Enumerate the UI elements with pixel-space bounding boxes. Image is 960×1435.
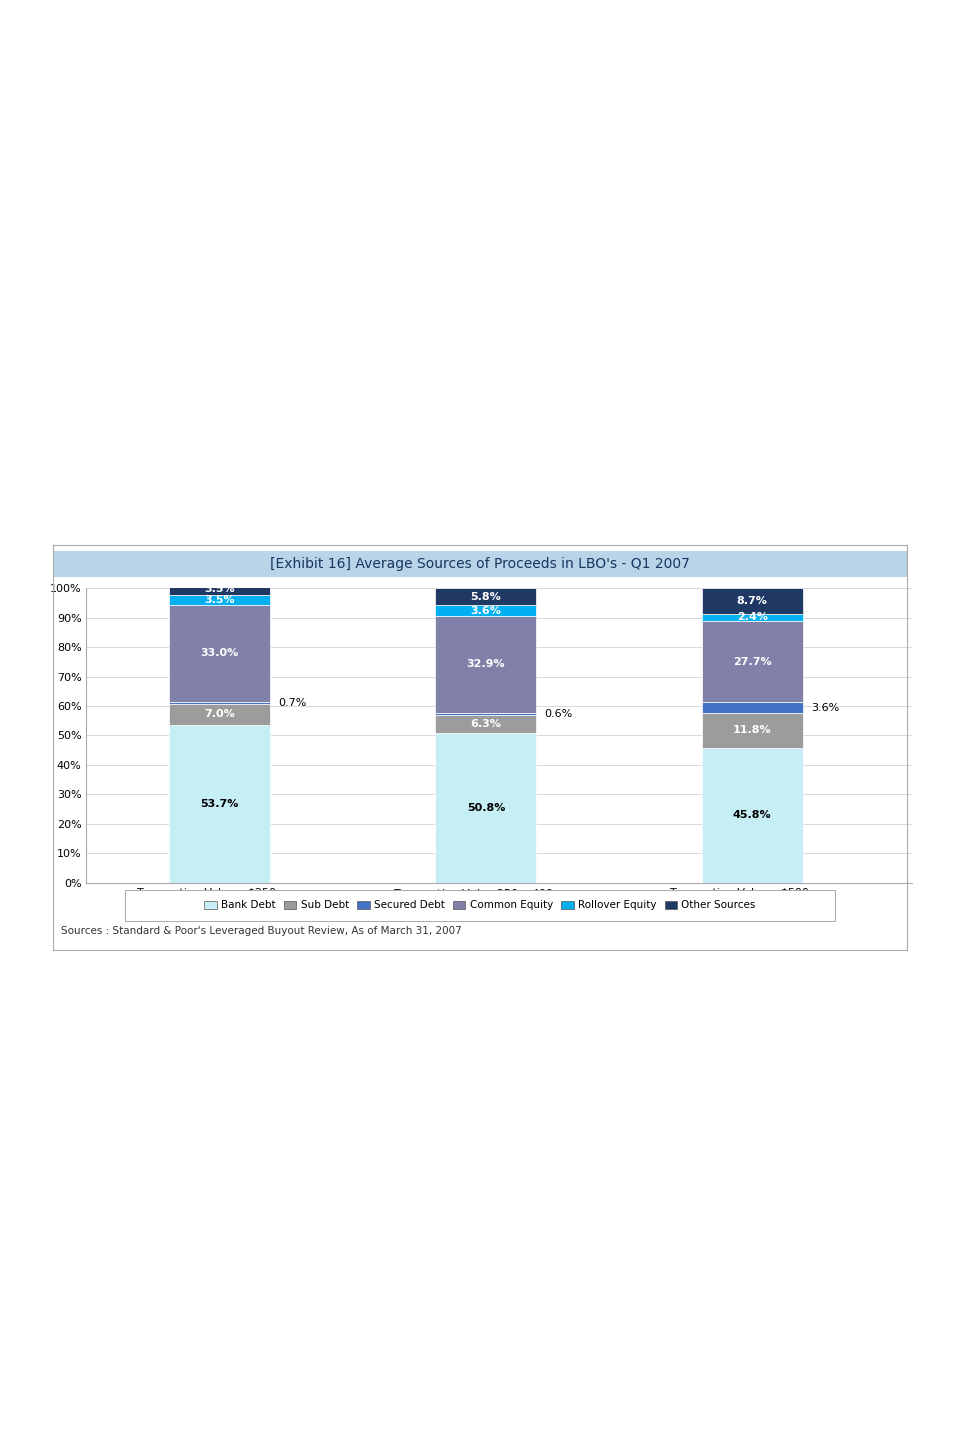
Text: 3.6%: 3.6% (811, 703, 839, 713)
Text: 33.0%: 33.0% (201, 649, 239, 659)
Bar (702, 621, 803, 703)
Text: 11.8%: 11.8% (732, 726, 772, 735)
Bar (169, 584, 270, 594)
Bar (702, 588, 803, 614)
Bar (702, 713, 803, 748)
Bar (435, 588, 537, 606)
Bar (702, 703, 803, 713)
Bar (435, 733, 537, 883)
Text: 27.7%: 27.7% (732, 657, 772, 667)
Text: 7.0%: 7.0% (204, 709, 235, 719)
Bar (169, 705, 270, 725)
Bar (169, 702, 270, 705)
Text: 32.9%: 32.9% (467, 660, 505, 669)
Text: 0.7%: 0.7% (278, 697, 306, 707)
Bar (702, 748, 803, 883)
Text: [Exhibit 16] Average Sources of Proceeds in LBO's - Q1 2007: [Exhibit 16] Average Sources of Proceeds… (270, 557, 690, 571)
Text: 0.6%: 0.6% (544, 709, 573, 719)
Text: Sources : Standard & Poor's Leveraged Buyout Review, As of March 31, 2007: Sources : Standard & Poor's Leveraged Bu… (61, 927, 462, 936)
Text: 50.8%: 50.8% (467, 802, 505, 812)
Text: 3.5%: 3.5% (204, 584, 235, 594)
Bar (435, 606, 537, 616)
Text: 53.7%: 53.7% (201, 798, 239, 808)
Text: 45.8%: 45.8% (732, 811, 772, 821)
Text: 8.7%: 8.7% (736, 596, 768, 606)
Bar (169, 594, 270, 604)
Bar (169, 725, 270, 883)
Bar (435, 715, 537, 733)
Text: 3.6%: 3.6% (470, 606, 501, 616)
Text: 3.5%: 3.5% (204, 594, 235, 604)
Text: 6.3%: 6.3% (470, 719, 501, 729)
Bar (169, 604, 270, 702)
Bar (702, 614, 803, 621)
Bar (435, 713, 537, 715)
Legend: Bank Debt, Sub Debt, Secured Debt, Common Equity, Rollover Equity, Other Sources: Bank Debt, Sub Debt, Secured Debt, Commo… (201, 897, 759, 914)
Text: 5.8%: 5.8% (470, 591, 501, 601)
Text: 2.4%: 2.4% (736, 613, 768, 623)
Bar (435, 616, 537, 713)
